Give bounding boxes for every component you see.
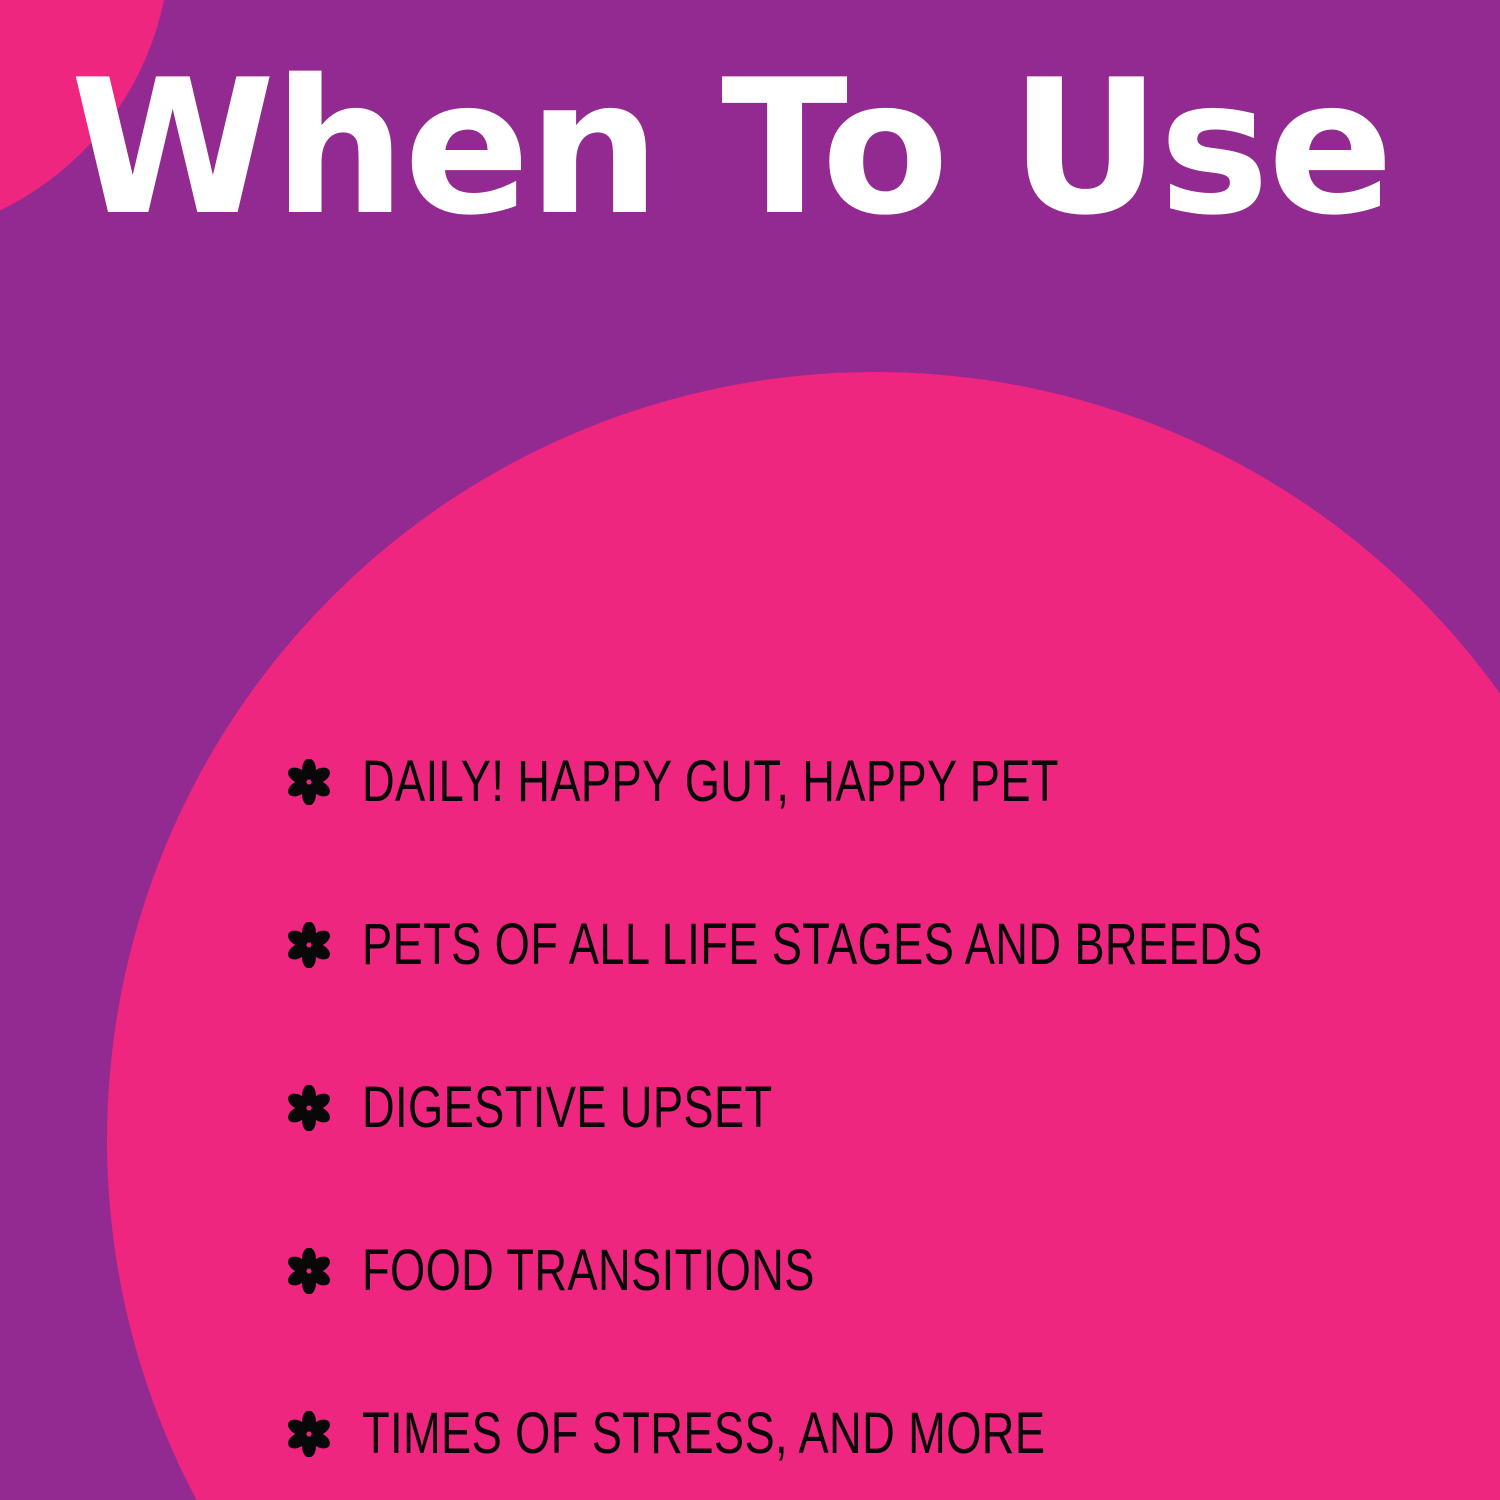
flower-asterisk-icon (288, 1247, 330, 1294)
when-to-use-list: DAILY! HAPPY GUT, HAPPY PET PETS OF ALL … (286, 700, 1500, 1500)
list-item-label: PETS OF ALL LIFE STAGES AND BREEDS (362, 911, 1263, 977)
flower-asterisk-icon (288, 1410, 330, 1457)
list-item-label: DIGESTIVE UPSET (362, 1074, 773, 1140)
page-title: When To Use (70, 39, 1394, 256)
list-item: DIGESTIVE UPSET (286, 1026, 1500, 1189)
list-item: TIMES OF STRESS, AND MORE (286, 1352, 1500, 1500)
list-item-label: DAILY! HAPPY GUT, HAPPY PET (362, 748, 1059, 814)
list-item: PETS OF ALL LIFE STAGES AND BREEDS (286, 863, 1500, 1026)
list-item: FOOD TRANSITIONS (286, 1189, 1500, 1352)
list-item-label: TIMES OF STRESS, AND MORE (362, 1400, 1046, 1466)
flower-asterisk-icon (288, 758, 330, 805)
list-item-label: FOOD TRANSITIONS (362, 1237, 815, 1303)
pink-main-circle (107, 372, 1500, 1500)
pink-accent-circle (0, 0, 164, 211)
list-item: DAILY! HAPPY GUT, HAPPY PET (286, 700, 1500, 863)
flower-asterisk-icon (288, 1084, 330, 1131)
flower-asterisk-icon (288, 921, 330, 968)
